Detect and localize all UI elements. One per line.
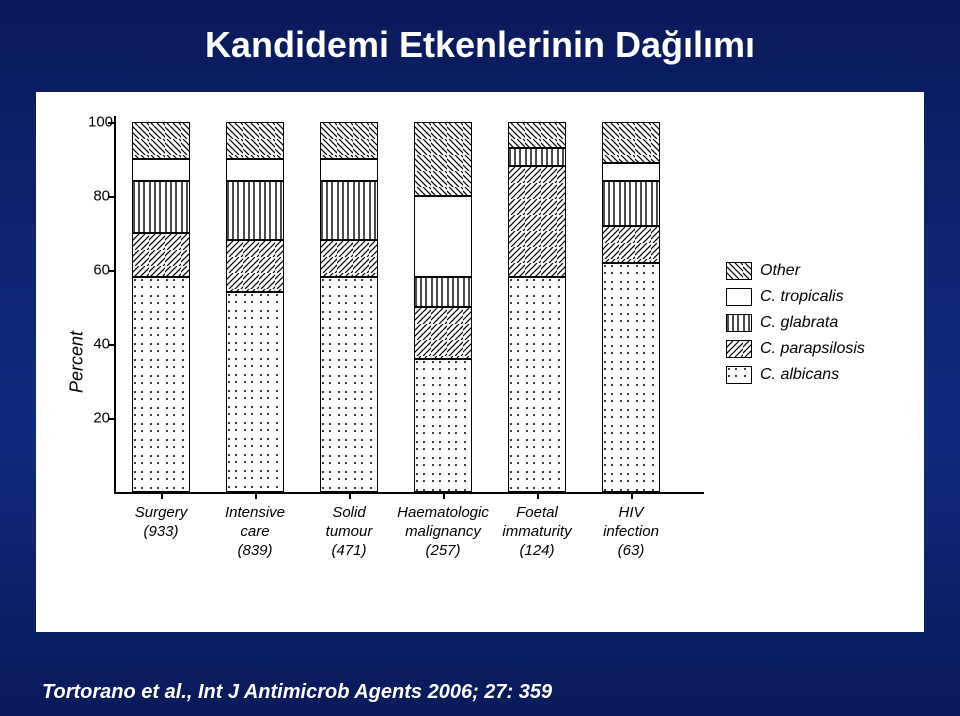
x-axis <box>114 492 704 494</box>
y-tick-label: 60 <box>88 262 110 279</box>
legend-swatch <box>726 314 752 332</box>
plot-area <box>114 122 694 492</box>
bar-segment-tropicalis <box>602 163 660 182</box>
bar-segment-albicans <box>320 277 378 492</box>
legend-item-parapsilosis: C. parapsilosis <box>726 340 916 358</box>
bar-segment-glabrata <box>320 181 378 240</box>
legend-swatch <box>726 340 752 358</box>
x-tick <box>255 492 257 499</box>
bar-segment-parapsilosis <box>132 233 190 277</box>
bar-segment-parapsilosis <box>508 166 566 277</box>
x-tick <box>537 492 539 499</box>
legend-label: C. tropicalis <box>760 288 844 306</box>
x-tick <box>443 492 445 499</box>
y-tick-label: 20 <box>88 410 110 427</box>
x-label: HIVinfection(63) <box>576 504 686 560</box>
bar-segment-parapsilosis <box>602 226 660 263</box>
bar-segment-other <box>226 122 284 159</box>
bar-segment-glabrata <box>602 181 660 225</box>
bar <box>320 122 378 492</box>
bar-segment-glabrata <box>132 181 190 233</box>
bar-segment-tropicalis <box>132 159 190 181</box>
legend-label: Other <box>760 262 800 280</box>
x-tick <box>161 492 163 499</box>
y-tick-label: 80 <box>88 188 110 205</box>
bar-segment-albicans <box>132 277 190 492</box>
bar-segment-glabrata <box>226 181 284 240</box>
bar-segment-tropicalis <box>320 159 378 181</box>
bar-segment-parapsilosis <box>320 240 378 277</box>
legend-swatch <box>726 262 752 280</box>
y-tick-label: 40 <box>88 336 110 353</box>
bar-segment-glabrata <box>414 277 472 307</box>
bar-segment-albicans <box>508 277 566 492</box>
y-axis <box>114 116 116 492</box>
y-tick-label: 100 <box>88 114 110 131</box>
bar-segment-other <box>320 122 378 159</box>
legend-swatch <box>726 288 752 306</box>
x-tick <box>349 492 351 499</box>
bar-segment-glabrata <box>508 148 566 167</box>
bar-segment-tropicalis <box>414 196 472 277</box>
x-tick <box>631 492 633 499</box>
bar-segment-other <box>508 122 566 148</box>
legend-item-albicans: C. albicans <box>726 366 916 384</box>
y-axis-label: Percent <box>67 331 88 393</box>
legend-label: C. albicans <box>760 366 839 384</box>
bar-segment-albicans <box>414 359 472 492</box>
bar-segment-other <box>132 122 190 159</box>
legend-item-other: Other <box>726 262 916 280</box>
legend: Other C. tropicalis C. glabrata C. parapsil… <box>726 262 916 392</box>
bar <box>414 122 472 492</box>
citation-text: Tortorano et al., Int J Antimicrob Agent… <box>42 681 552 704</box>
bar-segment-other <box>414 122 472 196</box>
bar <box>508 122 566 492</box>
chart-container: Percent Other C. tropicalis C. glabrata C. … <box>36 92 924 632</box>
bar-segment-albicans <box>602 263 660 492</box>
legend-label: C. parapsilosis <box>760 340 865 358</box>
bar-segment-parapsilosis <box>226 240 284 292</box>
bar <box>132 122 190 492</box>
legend-item-tropicalis: C. tropicalis <box>726 288 916 306</box>
bar-segment-other <box>602 122 660 163</box>
slide-title: Kandidemi Etkenlerinin Dağılımı <box>0 0 960 66</box>
bar-segment-albicans <box>226 292 284 492</box>
bar-segment-tropicalis <box>226 159 284 181</box>
bar <box>602 122 660 492</box>
legend-label: C. glabrata <box>760 314 838 332</box>
bar-segment-parapsilosis <box>414 307 472 359</box>
legend-item-glabrata: C. glabrata <box>726 314 916 332</box>
bar <box>226 122 284 492</box>
legend-swatch <box>726 366 752 384</box>
